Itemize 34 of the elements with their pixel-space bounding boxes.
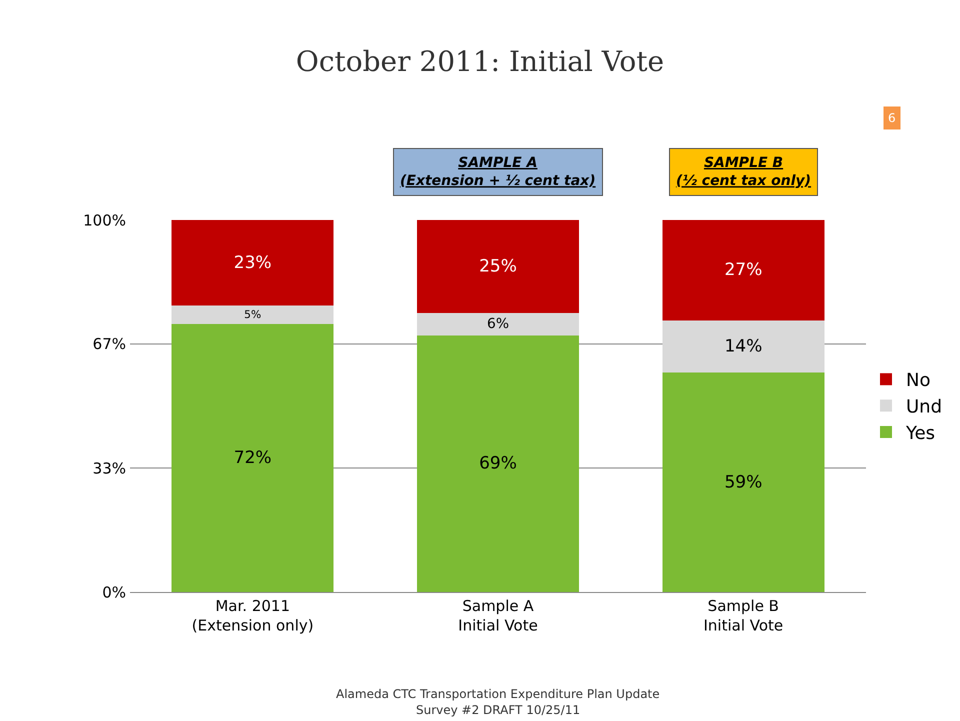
text: 6 [888, 111, 896, 125]
y-tick-label: 67% [92, 335, 126, 354]
text: SAMPLE A (Extension + ½ cent tax) [400, 155, 596, 190]
x-tick-label: Sample A Initial Vote [458, 597, 538, 634]
legend-label: Yes [905, 423, 936, 444]
bar [172, 324, 334, 592]
bar [417, 335, 579, 592]
bar [417, 313, 579, 336]
bar [662, 220, 824, 320]
data-label: 6% [487, 316, 509, 332]
bar [172, 306, 334, 324]
legend-label: Und [906, 396, 942, 418]
x-tick-label: Sample B Initial Vote [703, 597, 784, 634]
text: SAMPLE B (½ cent tax only) [676, 155, 812, 190]
data-label: 59% [724, 472, 762, 492]
data-label: 72% [234, 448, 272, 468]
data-label: 27% [724, 260, 762, 280]
data-label: 5% [244, 308, 262, 322]
text: Alameda CTC Transportation Expenditure Plan Update [336, 687, 660, 701]
legend-label: No [906, 370, 930, 392]
data-label: 14% [724, 336, 762, 356]
data-label: 69% [479, 454, 517, 474]
data-label: 23% [234, 252, 272, 273]
y-tick-label: 100% [83, 211, 126, 230]
chart-title: October 2011: Initial Vote [296, 45, 664, 78]
bar [662, 320, 824, 373]
text: Survey #2 DRAFT 10/25/11 [416, 703, 580, 717]
x-tick-label: Mar. 2011 (Extension only) [192, 597, 314, 634]
y-tick-label: 0% [102, 583, 126, 602]
bar [662, 372, 824, 592]
y-tick-label: 33% [92, 459, 126, 478]
bar [172, 220, 334, 306]
bar [417, 220, 579, 313]
data-label: 25% [479, 256, 517, 276]
